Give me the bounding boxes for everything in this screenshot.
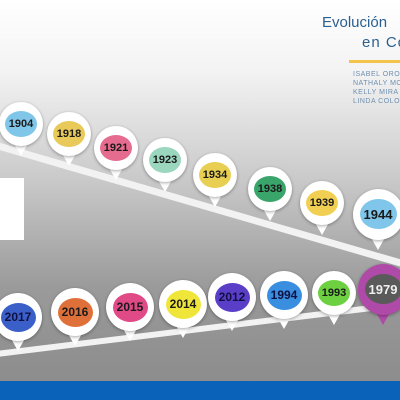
year-label: 1944	[359, 199, 397, 229]
timeline-pin-1994[interactable]: 1994	[260, 271, 308, 333]
year-label: 2014	[165, 289, 201, 319]
timeline-pin-1923[interactable]: 1923	[143, 138, 187, 196]
timeline-pin-1979[interactable]: 1979	[357, 263, 400, 329]
timeline-pin-2017[interactable]: 2017	[0, 293, 42, 355]
title-underline	[349, 60, 400, 63]
year-label: 1939	[306, 190, 338, 216]
author-name: KELLY MIRA	[353, 89, 399, 96]
timeline-pin-1939[interactable]: 1939	[300, 181, 344, 239]
title-line-1: Evolución	[322, 14, 388, 31]
timeline-pin-1921[interactable]: 1921	[94, 126, 138, 184]
timeline-pin-1934[interactable]: 1934	[193, 153, 237, 211]
timeline-pin-2014[interactable]: 2014	[159, 280, 207, 342]
timeline-pin-1918[interactable]: 1918	[47, 112, 91, 170]
year-label: 1979	[364, 274, 400, 304]
timeline-pin-1938[interactable]: 1938	[248, 167, 292, 225]
footer-bar	[0, 381, 400, 400]
year-label: 1934	[199, 162, 231, 188]
year-label: 1921	[100, 135, 132, 161]
authors-list: ISABEL ORO NATHALY MO KELLY MIRA LINDA C…	[353, 70, 400, 106]
author-name: NATHALY MO	[353, 80, 400, 87]
year-label: 1904	[5, 111, 37, 137]
year-label: 2016	[57, 297, 93, 327]
timeline-pin-2012[interactable]: 2012	[208, 273, 256, 335]
author-name: ISABEL ORO	[353, 71, 400, 78]
year-label: 2017	[0, 302, 36, 332]
author-name: LINDA COLO	[353, 98, 400, 105]
timeline-pin-1993[interactable]: 1993	[312, 271, 356, 329]
year-label: 1938	[254, 176, 286, 202]
year-label: 2012	[214, 282, 250, 312]
timeline-pin-1904[interactable]: 1904	[0, 102, 43, 160]
timeline-pin-2016[interactable]: 2016	[51, 288, 99, 350]
timeline-pin-2015[interactable]: 2015	[106, 283, 154, 345]
title-line-2: en Co	[362, 34, 400, 51]
year-label: 1918	[53, 121, 85, 147]
side-panel	[0, 178, 24, 240]
year-label: 2015	[112, 292, 148, 322]
year-label: 1923	[149, 147, 181, 173]
year-label: 1993	[318, 280, 350, 306]
year-label: 1994	[266, 280, 302, 310]
timeline-pin-1944[interactable]: 1944	[352, 188, 400, 254]
